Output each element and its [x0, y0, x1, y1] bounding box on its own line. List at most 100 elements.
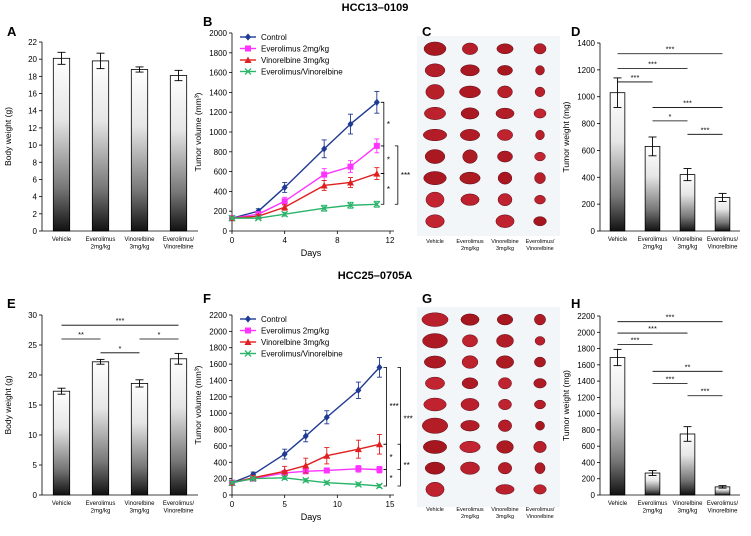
y-tick-label: 600	[214, 168, 228, 177]
data-point	[323, 452, 331, 459]
y-tick-label: 15	[28, 401, 37, 410]
x-category-label: Vinorelbine	[164, 509, 195, 515]
tumor-specimen	[425, 84, 445, 100]
tumor-specimen	[460, 313, 480, 326]
data-point	[244, 350, 252, 357]
tumor-specimen	[533, 108, 547, 119]
bar-chart-d: 0 200 400 600 800 1000 1200 1400 Tumor weight (m…	[561, 39, 740, 251]
y-tick-label: 0	[223, 227, 228, 236]
series-2: Vinorelbine 3mg/kg	[228, 338, 383, 486]
y-tick-label: 6	[33, 175, 38, 184]
data-point	[228, 214, 236, 222]
tumor-specimen	[459, 171, 481, 185]
tumor-specimen	[423, 397, 447, 412]
bar	[91, 60, 110, 232]
y-tick-label: 1200	[577, 66, 595, 75]
y-tick-label: 600	[582, 442, 596, 451]
data-point	[373, 142, 380, 149]
y-tick-label: 0	[591, 227, 596, 236]
significance-label: ***	[701, 125, 710, 134]
panel-label-e: E	[7, 296, 16, 311]
line-chart-b: 0 200 400 600 800 1000 1200 1400 1600 1800 2000 Tum…	[193, 29, 410, 258]
y-tick-label: 14	[28, 107, 37, 116]
tumor-specimen	[497, 129, 513, 141]
x-tick-label: 0	[230, 236, 235, 245]
x-axis-title: Days	[301, 248, 322, 258]
data-point	[355, 465, 362, 472]
x-category-label: Vinorelbine	[164, 245, 195, 251]
significance-bracket	[397, 366, 401, 471]
data-point	[373, 170, 381, 177]
x-category-label: Vehicle	[608, 501, 628, 507]
photo-group-label: Vinorelbine	[526, 514, 553, 520]
y-tick-label: 1200	[577, 393, 595, 402]
significance-label: **	[78, 330, 84, 339]
series-line	[231, 145, 378, 219]
section-title-top: HCC13–0109	[342, 2, 409, 14]
data-point	[244, 68, 252, 75]
bar	[644, 145, 661, 232]
data-point	[245, 33, 251, 41]
tumor-specimen	[424, 106, 446, 120]
x-category-label: 3mg/kg	[130, 245, 150, 251]
y-tick-label: 200	[582, 200, 596, 209]
significance-label: *	[158, 330, 161, 339]
photo-group-label: Everolimus	[456, 507, 483, 513]
photo-group-label: Vehicle	[426, 507, 444, 513]
data-point	[323, 467, 330, 474]
significance-label: *	[387, 156, 390, 165]
y-tick-label: 1400	[209, 88, 227, 97]
y-tick-label: 600	[582, 146, 596, 155]
significance-label: ***	[648, 60, 657, 69]
significance-bracket	[380, 173, 385, 205]
tumor-specimen	[460, 64, 480, 77]
series-2: Vinorelbine 3mg/kg	[228, 56, 381, 222]
tumor-specimen	[533, 441, 547, 453]
panel-label-d: D	[571, 24, 580, 39]
y-tick-label: 10	[28, 141, 37, 150]
bar	[130, 382, 149, 496]
y-tick-label: 1200	[209, 393, 227, 402]
tumor-specimen	[460, 107, 480, 120]
x-category-label: 2mg/kg	[643, 509, 663, 515]
y-tick-label: 200	[214, 207, 228, 216]
data-point	[376, 363, 383, 371]
legend-label: Control	[261, 315, 287, 324]
significance-bracket	[380, 101, 385, 147]
tumor-specimen	[496, 355, 514, 369]
data-point	[302, 476, 310, 484]
legend-label: Everolimus/Vinorelbine	[261, 350, 343, 359]
y-tick-label: 600	[214, 442, 228, 451]
tumor-specimen	[424, 461, 446, 475]
x-category-label: Vinorelbine	[708, 509, 739, 515]
x-tick-label: 15	[386, 500, 395, 509]
tumor-specimen	[425, 191, 445, 208]
legend-label: Everolimus 2mg/kg	[261, 327, 329, 336]
tumor-specimen	[534, 151, 546, 162]
data-point	[281, 474, 289, 482]
y-tick-label: 1600	[209, 360, 227, 369]
bar	[52, 57, 71, 232]
photo-group-label: Vinorelbine	[491, 239, 518, 245]
bar	[130, 69, 149, 232]
x-tick-label: 12	[386, 236, 395, 245]
tumor-specimen	[459, 440, 481, 453]
data-point	[347, 201, 354, 209]
y-tick-label: 1800	[209, 49, 227, 58]
data-point	[323, 413, 330, 421]
tumor-specimen	[460, 398, 480, 411]
tumor-specimen	[460, 420, 480, 432]
y-tick-label: 20	[28, 55, 37, 64]
line-chart-f: 0 200 400 600 800 1000 1200 1400 1600 1800 2000 220…	[193, 311, 413, 522]
tumor-specimen	[533, 484, 547, 495]
data-point	[281, 467, 289, 475]
photo-group-label: Vinorelbine	[526, 246, 553, 252]
data-point	[321, 145, 328, 153]
series-line	[232, 203, 377, 219]
tumor-specimen	[533, 216, 547, 227]
y-tick-label: 2000	[209, 29, 227, 38]
x-category-label: 3mg/kg	[130, 509, 150, 515]
y-tick-label: 400	[214, 187, 228, 196]
tumor-specimen	[461, 377, 479, 390]
x-axis-title: Days	[301, 512, 322, 522]
